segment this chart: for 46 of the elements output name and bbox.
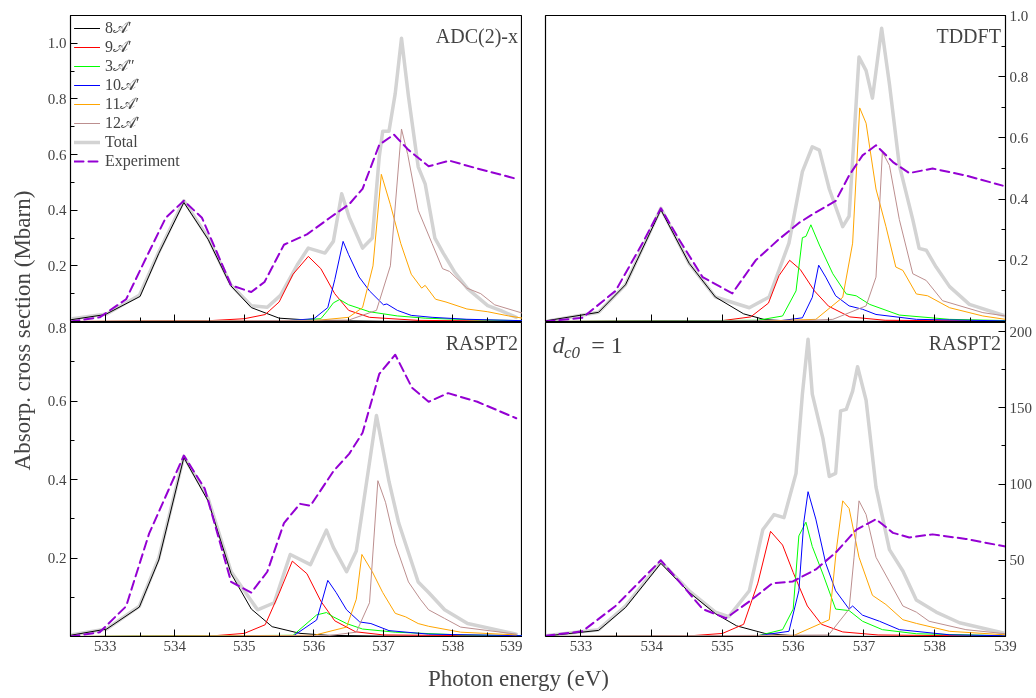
y-tick-label: 200 xyxy=(1009,323,1032,340)
x-tick-label: 535 xyxy=(711,637,734,654)
y-tick-label: 0.8 xyxy=(47,90,67,107)
y-tick-label: 1.0 xyxy=(1009,7,1029,24)
annotation: TDDFT xyxy=(936,24,1001,47)
annotation: RASPT2 xyxy=(445,331,518,354)
legend-label: 3𝒜″ xyxy=(105,57,135,75)
x-tick-label: 534 xyxy=(640,637,664,654)
legend-label: Total xyxy=(105,133,138,151)
legend-label: 9𝒜′ xyxy=(105,38,132,56)
y-tick-label: 0.6 xyxy=(47,393,67,409)
x-tick-label: 537 xyxy=(372,637,396,654)
x-tick-label: 537 xyxy=(852,637,876,654)
y-tick-label: 0.4 xyxy=(47,202,67,219)
y-tick-label: 0.6 xyxy=(1009,129,1029,146)
y-tick-label: 50 xyxy=(1009,552,1025,569)
legend-label: 12𝒜′ xyxy=(105,114,140,132)
x-tick-label: 538 xyxy=(923,637,946,654)
x-axis-title: Photon energy (eV) xyxy=(428,666,609,691)
y-tick-label: 0.4 xyxy=(1009,191,1029,208)
y-tick-label: 0.4 xyxy=(47,471,67,488)
y-tick-label: 0.8 xyxy=(47,319,67,336)
x-tick-label: 539 xyxy=(994,637,1017,654)
y-tick-label: 100 xyxy=(1009,476,1032,493)
x-tick-label: 536 xyxy=(781,637,805,654)
y-tick-label: 0.6 xyxy=(47,146,67,163)
x-tick-label: 533 xyxy=(94,637,117,654)
legend-label: 10𝒜′ xyxy=(105,76,140,94)
x-tick-label: 535 xyxy=(233,637,256,654)
y-axis-title: Absorp. cross section (Mbarn) xyxy=(10,190,35,471)
x-tick-label: 533 xyxy=(569,637,593,654)
x-tick-label: 538 xyxy=(441,637,465,654)
annotation: ADC(2)-x xyxy=(435,24,518,48)
x-tick-label: 536 xyxy=(302,637,326,654)
legend-label: 8𝒜′ xyxy=(105,19,132,37)
x-tick-label: 534 xyxy=(163,637,187,654)
legend-label: 11𝒜′ xyxy=(105,95,139,113)
y-tick-label: 0.8 xyxy=(1009,68,1029,85)
y-tick-label: 0.2 xyxy=(1009,252,1029,269)
y-tick-label: 150 xyxy=(1009,399,1032,416)
annotation: RASPT2 xyxy=(928,331,1001,354)
y-tick-label: 1.0 xyxy=(47,35,67,52)
y-tick-label: 0.2 xyxy=(47,550,67,566)
x-tick-label: 539 xyxy=(500,637,523,654)
y-tick-label: 0.2 xyxy=(47,257,67,274)
legend-label: Experiment xyxy=(105,152,180,170)
